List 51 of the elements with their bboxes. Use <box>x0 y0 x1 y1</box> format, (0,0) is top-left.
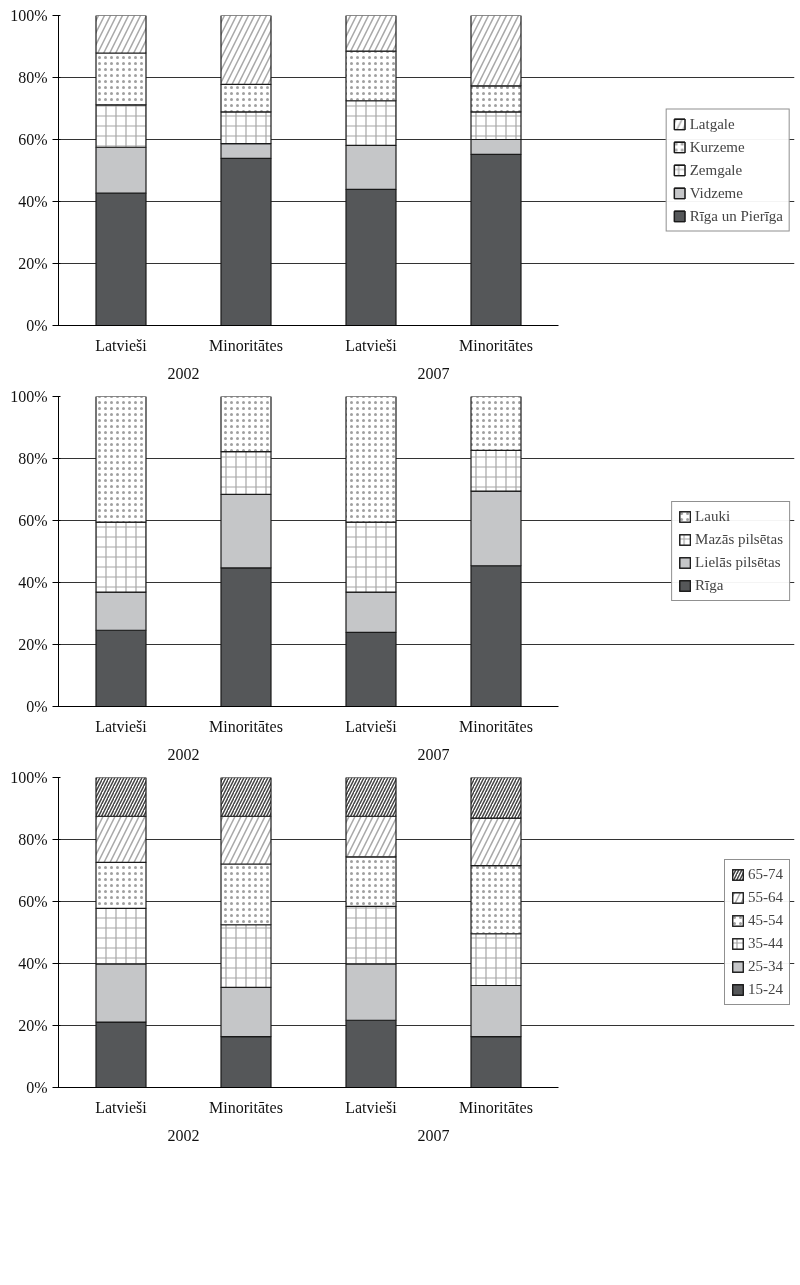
y-tick-label: 100% <box>10 388 48 405</box>
legend-label: 65-74 <box>748 866 783 883</box>
x-tick-label: Latvieši <box>95 336 148 354</box>
x-tick-label: Latvieši <box>345 717 398 735</box>
x-tick-label: Minoritātes <box>209 336 283 354</box>
x-tick-label: Latvieši <box>95 717 148 735</box>
legend-label: Rīga <box>695 577 724 594</box>
x-tick-label: Minoritātes <box>459 336 533 354</box>
legend-label: Kurzeme <box>689 138 745 156</box>
text: 2002 <box>167 1126 200 1144</box>
x-tick-label: Minoritātes <box>459 717 533 735</box>
y-tick-label: 100% <box>10 7 48 24</box>
y-tick-label: 40% <box>18 955 48 972</box>
text: 2002 <box>167 364 200 382</box>
x-tick-label: Minoritātes <box>209 1098 283 1116</box>
legend-label: 35-44 <box>748 935 783 952</box>
x-tick-label: Latvieši <box>345 1098 398 1116</box>
y-tick-label: 80% <box>18 450 48 467</box>
legend-label: Rīga un Pierīga <box>689 207 783 225</box>
y-tick-label: 60% <box>18 893 48 910</box>
legend-label: 15-24 <box>748 981 783 998</box>
legend-label: Lielās pilsētas <box>695 554 781 571</box>
y-tick-label: 80% <box>18 831 48 848</box>
text: 2007 <box>417 1126 450 1144</box>
text: 2007 <box>417 745 450 763</box>
legend-label: 45-54 <box>748 912 783 929</box>
y-tick-label: 0% <box>26 317 48 334</box>
y-tick-label: 40% <box>18 193 48 210</box>
x-tick-label: Latvieši <box>95 1098 148 1116</box>
y-tick-label: 40% <box>18 574 48 591</box>
x-tick-label: Minoritātes <box>209 717 283 735</box>
y-tick-label: 80% <box>18 69 48 86</box>
legend-label: Mazās pilsētas <box>695 531 783 548</box>
x-tick-label: Minoritātes <box>459 1098 533 1116</box>
legend-label: Lauki <box>695 508 731 525</box>
y-tick-label: 0% <box>26 1079 48 1096</box>
legend-label: 25-34 <box>748 958 783 975</box>
legend-label: 55-64 <box>748 889 783 906</box>
text: 2007 <box>417 364 450 382</box>
text: 2002 <box>167 745 200 763</box>
y-tick-label: 20% <box>18 1017 48 1034</box>
y-tick-label: 20% <box>18 636 48 653</box>
legend-label: Vidzeme <box>689 184 743 202</box>
y-tick-label: 60% <box>18 512 48 529</box>
y-tick-label: 20% <box>18 255 48 272</box>
y-tick-label: 100% <box>10 769 48 786</box>
y-tick-label: 0% <box>26 698 48 715</box>
y-tick-label: 60% <box>18 131 48 148</box>
x-tick-label: Latvieši <box>345 336 398 354</box>
legend-label: Latgale <box>689 115 735 133</box>
legend-label: Zemgale <box>689 161 743 179</box>
